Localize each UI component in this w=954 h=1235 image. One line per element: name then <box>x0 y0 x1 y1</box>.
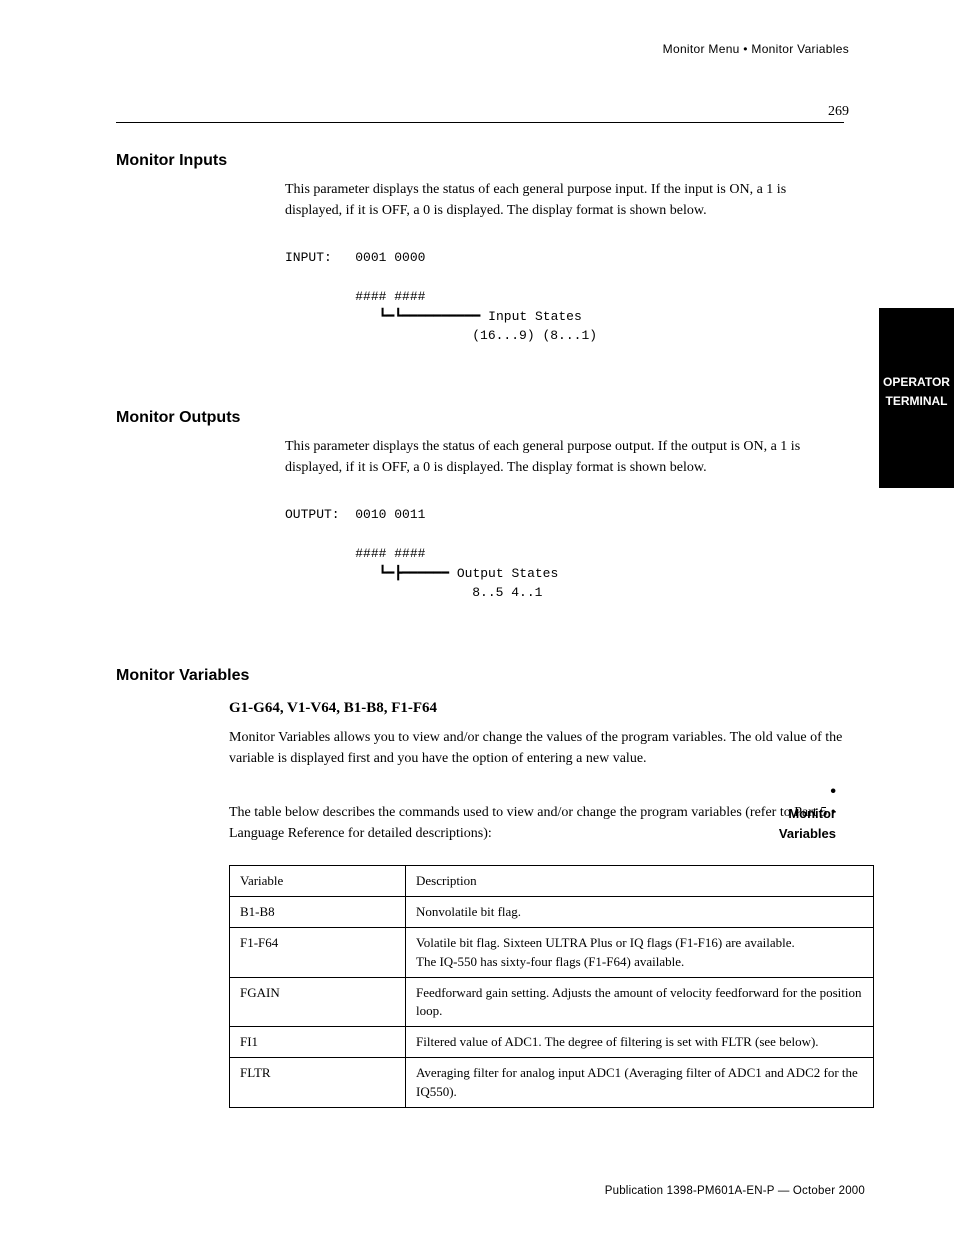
table-cell-variable: FI1 <box>230 1027 406 1058</box>
table-cell-description: Averaging filter for analog input ADC1 (… <box>406 1058 874 1107</box>
side-marker-line1: Monitor <box>788 806 836 821</box>
table-row: FLTRAveraging filter for analog input AD… <box>230 1058 874 1107</box>
body-mv-2-pre: The table below describes the commands u… <box>229 805 827 820</box>
table-cell-variable: FGAIN <box>230 977 406 1026</box>
footer-publication: Publication 1398-PM601A-EN-P — October 2… <box>605 1185 865 1197</box>
table-row: B1-B8Nonvolatile bit flag. <box>230 897 874 928</box>
body-monitor-variables-2: The table below describes the commands u… <box>229 802 869 844</box>
table-cell-variable: Variable <box>230 866 406 897</box>
code-monitor-inputs: INPUT: 0001 0000 #### #### ┗━┗━━━━━━━━━━… <box>285 248 845 346</box>
side-tab-line1: OPERATOR <box>883 375 950 389</box>
section-title-monitor-variables: Monitor Variables <box>116 667 249 685</box>
side-marker-line2: Variables <box>779 826 836 841</box>
side-marker-bullet: • <box>830 783 836 800</box>
body-monitor-outputs: This parameter displays the status of ea… <box>285 436 845 478</box>
table-row: FGAINFeedforward gain setting. Adjusts t… <box>230 977 874 1026</box>
side-marker: • Monitor Variables <box>779 780 836 843</box>
subsection-title-g1-g64: G1-G64, V1-V64, B1-B8, F1-F64 <box>229 700 437 717</box>
section-title-monitor-inputs: Monitor Inputs <box>116 152 227 170</box>
table-row: FI1Filtered value of ADC1. The degree of… <box>230 1027 874 1058</box>
table-cell-variable: FLTR <box>230 1058 406 1107</box>
table-cell-variable: B1-B8 <box>230 897 406 928</box>
variables-table: VariableDescriptionB1-B8Nonvolatile bit … <box>229 865 874 1108</box>
body-monitor-variables-1: Monitor Variables allows you to view and… <box>229 727 869 769</box>
body-mv-2-post: Language Reference for detailed descript… <box>229 826 492 841</box>
table-cell-description: Volatile bit flag. Sixteen ULTRA Plus or… <box>406 928 874 977</box>
side-tab-line2: TERMINAL <box>886 394 948 408</box>
page-number: 269 <box>828 104 849 120</box>
table-cell-description: Filtered value of ADC1. The degree of fi… <box>406 1027 874 1058</box>
table-cell-description: Feedforward gain setting. Adjusts the am… <box>406 977 874 1026</box>
code-monitor-outputs: OUTPUT: 0010 0011 #### #### ┗━┣━━━━━━ Ou… <box>285 505 845 603</box>
table-cell-description: Description <box>406 866 874 897</box>
breadcrumb: Monitor Menu • Monitor Variables <box>663 42 849 56</box>
table-cell-description: Nonvolatile bit flag. <box>406 897 874 928</box>
side-tab: OPERATOR TERMINAL <box>879 308 954 488</box>
section-title-monitor-outputs: Monitor Outputs <box>116 409 240 427</box>
table-row: VariableDescription <box>230 866 874 897</box>
body-monitor-inputs: This parameter displays the status of ea… <box>285 179 845 221</box>
top-divider <box>116 122 844 123</box>
table-cell-variable: F1-F64 <box>230 928 406 977</box>
table-row: F1-F64Volatile bit flag. Sixteen ULTRA P… <box>230 928 874 977</box>
